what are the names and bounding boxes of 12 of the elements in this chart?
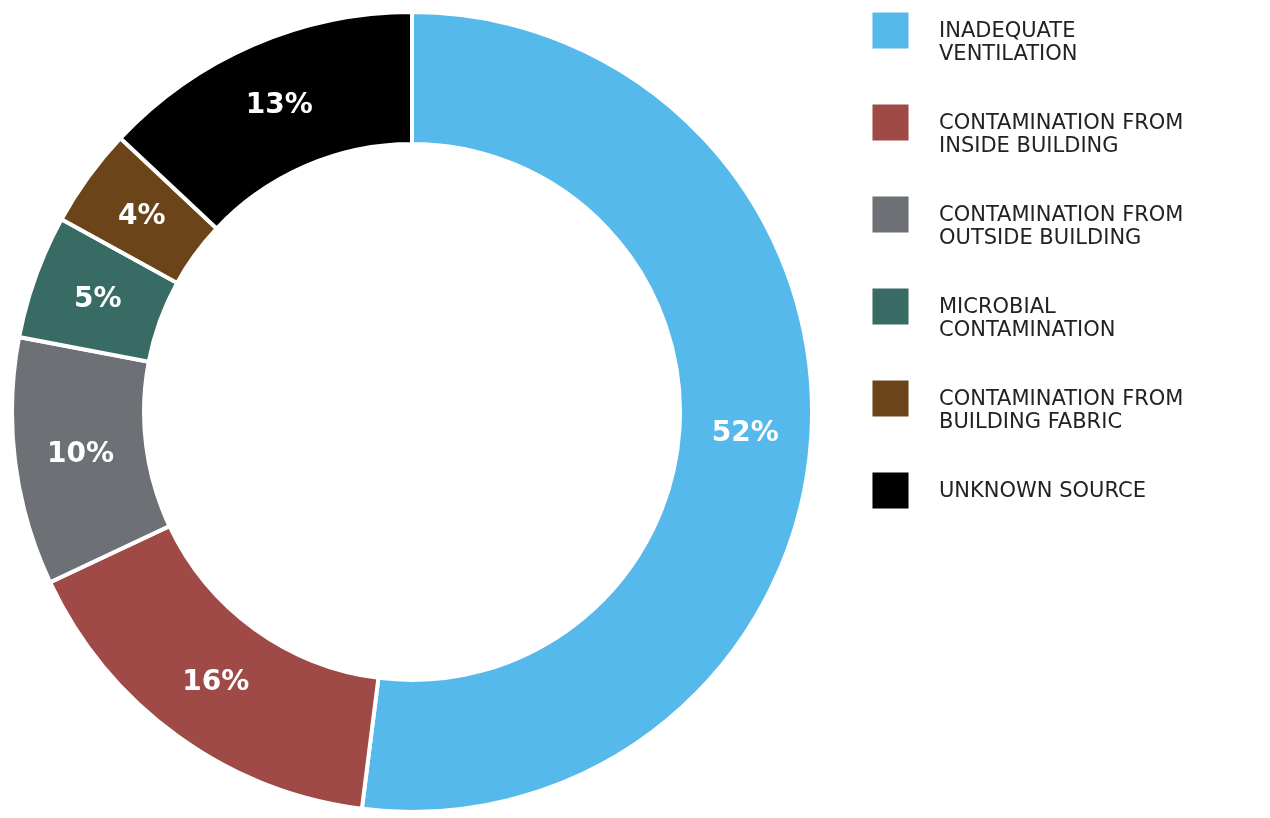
data-label: 16% xyxy=(182,664,250,698)
legend-label: INADEQUATE VENTILATION xyxy=(939,17,1078,65)
data-label: 10% xyxy=(47,435,115,469)
data-label: 5% xyxy=(73,280,122,314)
data-label: 4% xyxy=(118,197,166,231)
data-label: 13% xyxy=(245,87,313,121)
legend-label: UNKNOWN SOURCE xyxy=(939,477,1146,502)
legend-label: CONTAMINATION FROM OUTSIDE BUILDING xyxy=(939,201,1184,249)
legend-label: CONTAMINATION FROM BUILDING FABRIC xyxy=(939,385,1184,433)
legend-label: MICROBIAL CONTAMINATION xyxy=(939,293,1116,341)
data-label: 52% xyxy=(711,414,779,448)
legend-label: CONTAMINATION FROM INSIDE BUILDING xyxy=(939,109,1184,157)
